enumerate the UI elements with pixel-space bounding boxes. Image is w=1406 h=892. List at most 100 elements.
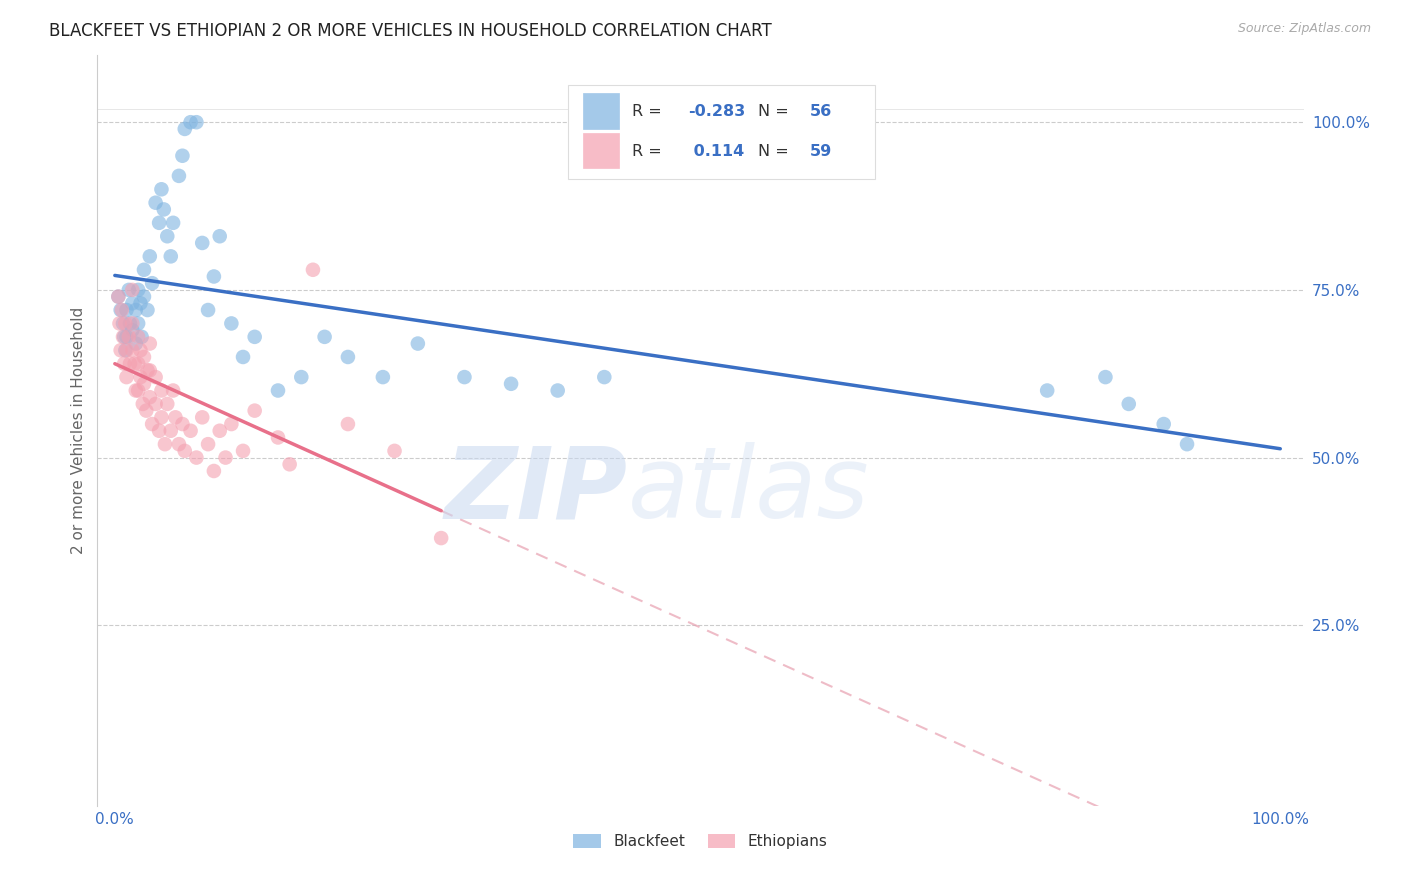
Point — [173, 443, 195, 458]
Point — [1094, 370, 1116, 384]
Text: atlas: atlas — [628, 442, 870, 540]
Point — [127, 357, 149, 371]
Point — [132, 376, 155, 391]
Point — [191, 410, 214, 425]
Point — [139, 363, 162, 377]
Point — [127, 283, 149, 297]
Point — [136, 303, 159, 318]
Point — [186, 115, 208, 129]
Point — [110, 303, 132, 318]
Point — [139, 336, 162, 351]
FancyBboxPatch shape — [568, 86, 876, 179]
Point — [167, 169, 190, 183]
Point — [208, 229, 231, 244]
Point — [114, 343, 136, 358]
Point — [115, 303, 138, 318]
Point — [145, 195, 167, 210]
Text: -0.283: -0.283 — [689, 104, 745, 119]
Point — [129, 343, 152, 358]
Point — [232, 350, 254, 364]
Point — [107, 290, 129, 304]
Point — [152, 202, 174, 217]
Point — [172, 417, 194, 431]
Point — [107, 290, 129, 304]
Point — [125, 303, 148, 318]
Point — [191, 235, 214, 250]
Point — [121, 283, 143, 297]
Point — [125, 384, 148, 398]
Point — [118, 317, 141, 331]
Point — [145, 370, 167, 384]
Point — [221, 417, 243, 431]
Point — [132, 262, 155, 277]
Point — [132, 397, 155, 411]
Point — [162, 216, 184, 230]
Point — [129, 296, 152, 310]
Point — [1175, 437, 1198, 451]
Point — [111, 303, 134, 318]
Text: ZIP: ZIP — [446, 442, 628, 540]
Point — [121, 296, 143, 310]
Text: Source: ZipAtlas.com: Source: ZipAtlas.com — [1237, 22, 1371, 36]
Point — [153, 437, 176, 451]
Point — [202, 269, 225, 284]
Point — [145, 397, 167, 411]
Point — [132, 290, 155, 304]
Point — [118, 330, 141, 344]
Point — [139, 249, 162, 263]
Point — [125, 336, 148, 351]
Point — [150, 384, 173, 398]
Point — [371, 370, 394, 384]
Text: N =: N = — [758, 104, 794, 119]
Point — [112, 330, 135, 344]
Text: 0.114: 0.114 — [689, 144, 745, 159]
Point — [111, 330, 134, 344]
Text: N =: N = — [758, 144, 794, 159]
Point — [336, 350, 359, 364]
Text: 56: 56 — [810, 104, 832, 119]
Point — [141, 276, 163, 290]
Point — [167, 437, 190, 451]
Point — [267, 430, 290, 444]
Point — [593, 370, 616, 384]
Point — [141, 417, 163, 431]
Point — [115, 370, 138, 384]
Point — [314, 330, 336, 344]
Point — [118, 357, 141, 371]
Point — [148, 424, 170, 438]
Point — [159, 249, 181, 263]
Point — [267, 384, 290, 398]
Legend: Blackfeet, Ethiopians: Blackfeet, Ethiopians — [567, 828, 834, 855]
Point — [127, 317, 149, 331]
Point — [129, 370, 152, 384]
Point — [336, 417, 359, 431]
Point — [1036, 384, 1059, 398]
Point — [290, 370, 312, 384]
Point — [186, 450, 208, 465]
Point — [243, 403, 266, 417]
Point — [278, 458, 301, 472]
Point — [156, 397, 179, 411]
Point — [111, 317, 134, 331]
Point — [202, 464, 225, 478]
Point — [232, 443, 254, 458]
Point — [108, 317, 131, 331]
Point — [118, 283, 141, 297]
Point — [180, 115, 202, 129]
Point — [221, 317, 243, 331]
Point — [110, 343, 132, 358]
Point — [139, 390, 162, 404]
Point — [1118, 397, 1140, 411]
Point — [127, 384, 149, 398]
Point — [131, 330, 153, 344]
Point — [124, 357, 146, 371]
Text: BLACKFEET VS ETHIOPIAN 2 OR MORE VEHICLES IN HOUSEHOLD CORRELATION CHART: BLACKFEET VS ETHIOPIAN 2 OR MORE VEHICLE… — [49, 22, 772, 40]
Point — [114, 317, 136, 331]
Point — [302, 262, 325, 277]
FancyBboxPatch shape — [583, 94, 620, 129]
Y-axis label: 2 or more Vehicles in Household: 2 or more Vehicles in Household — [72, 307, 86, 554]
Point — [156, 229, 179, 244]
Point — [547, 384, 569, 398]
Point — [150, 182, 173, 196]
Point — [453, 370, 475, 384]
